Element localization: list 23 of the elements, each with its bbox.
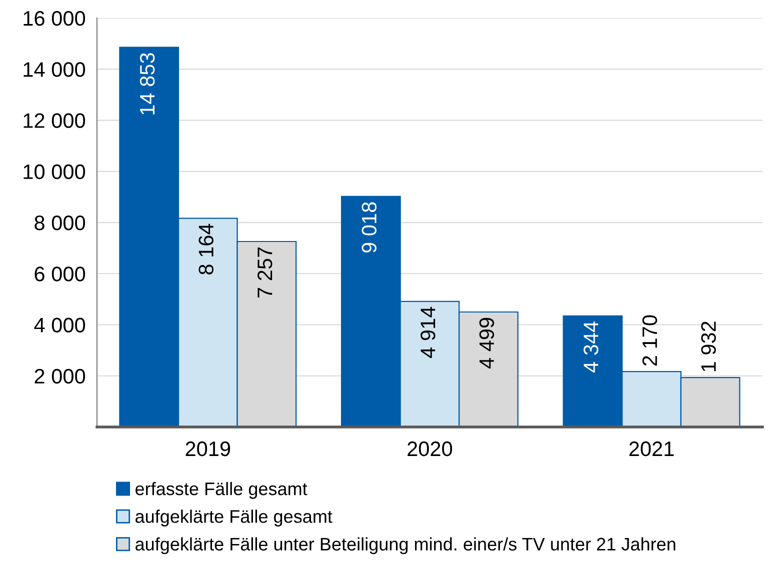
y-tick-label: 10 000 [24,164,86,180]
x-tick-label: 2021 [629,441,674,456]
data-label: 4 914 [420,306,436,358]
y-tick-label: 16 000 [24,11,86,26]
y-tick-label: 6 000 [34,266,86,282]
x-tick-label: 2020 [408,441,452,456]
data-label: 2 170 [642,315,658,366]
y-tick-label: 2 000 [34,368,86,384]
data-label: 14 853 [140,53,155,114]
y-tick-label: 4 000 [34,318,86,333]
y-tick-label: 14 000 [24,62,86,77]
data-label: 1 932 [701,322,716,372]
data-label: 7 257 [258,247,272,298]
data-label: 4 344 [584,321,598,373]
data-label: 9 018 [362,202,377,253]
y-tick-label: 8 000 [34,216,86,230]
legend-label: erfasste Fälle gesamt [136,482,308,499]
x-tick-label: 2019 [186,441,230,456]
data-label: 4 499 [479,318,494,369]
data-label: 8 164 [198,224,214,274]
legend-label: aufgeklärte Fälle unter Beteiligung mind. einer/s TV unter 21 Jahren [136,537,676,554]
legend-label: aufgeklärte Fälle gesamt [136,510,332,526]
y-tick-label: 12 000 [24,113,86,128]
